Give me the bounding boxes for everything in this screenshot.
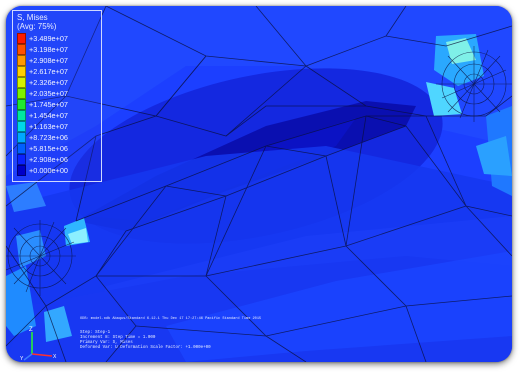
legend-value: +2.617e+07 <box>29 66 68 76</box>
legend-entry: +2.326e+07 <box>17 76 68 88</box>
legend-swatch <box>17 76 26 88</box>
legend-entry: +1.745e+07 <box>17 98 68 110</box>
legend-swatch <box>17 131 26 143</box>
legend-swatch <box>17 120 26 132</box>
legend-value: +3.489e+07 <box>29 33 68 43</box>
legend-entry: +3.489e+07 <box>17 32 68 44</box>
axis-triad-icon: Z X Y <box>20 327 57 362</box>
legend-swatch <box>17 54 26 66</box>
triad-z-label: Z <box>29 327 33 333</box>
legend-swatch <box>17 32 26 44</box>
legend-swatch <box>17 65 26 77</box>
deformed-var-line: Deformed Var: U Deformation Scale Factor… <box>80 346 211 350</box>
legend-value: +2.908e+07 <box>29 55 68 65</box>
legend-value: +5.815e+06 <box>29 143 68 153</box>
mesh-contour-plot <box>6 6 512 362</box>
legend-swatch <box>17 153 26 165</box>
legend-value: +0.000e+00 <box>29 165 68 175</box>
legend-entry: +2.908e+06 <box>17 153 68 165</box>
legend-swatch <box>17 109 26 121</box>
legend-swatch <box>17 87 26 99</box>
legend-title: S, Mises <box>17 13 48 22</box>
legend-entry: +2.035e+07 <box>17 87 68 99</box>
figure-frame: S, Mises (Avg: 75%) +3.489e+07 +3.198e+0… <box>6 6 512 362</box>
legend-value: +2.326e+07 <box>29 77 68 87</box>
legend-swatch <box>17 142 26 154</box>
legend-entry: +5.815e+06 <box>17 142 68 154</box>
legend-value: +1.163e+07 <box>29 121 68 131</box>
legend-swatch <box>17 43 26 55</box>
contour-legend: S, Mises (Avg: 75%) +3.489e+07 +3.198e+0… <box>12 10 102 182</box>
legend-value: +8.723e+06 <box>29 132 68 142</box>
legend-swatch <box>17 164 26 176</box>
legend-entry: +1.163e+07 <box>17 120 68 132</box>
legend-subtitle: (Avg: 75%) <box>17 22 57 31</box>
legend-swatch <box>17 98 26 110</box>
legend-value: +2.908e+06 <box>29 154 68 164</box>
triad-x-label: X <box>53 354 57 360</box>
triad-y-label: Y <box>20 356 24 362</box>
increment-info-line: Increment 8: Step Time = 1.000 <box>80 336 156 340</box>
step-info-line: Step: Step-1 <box>80 331 111 335</box>
legend-entry: +2.617e+07 <box>17 65 68 77</box>
legend-value: +2.035e+07 <box>29 88 68 98</box>
legend-entry: +8.723e+06 <box>17 131 68 143</box>
primary-var-line: Primary Var: S, Mises <box>80 341 133 345</box>
legend-entry: +2.908e+07 <box>17 54 68 66</box>
legend-value: +1.745e+07 <box>29 99 68 109</box>
legend-entry: +3.198e+07 <box>17 43 68 55</box>
model-viewport[interactable]: S, Mises (Avg: 75%) +3.489e+07 +3.198e+0… <box>6 6 512 362</box>
legend-value: +1.454e+07 <box>29 110 68 120</box>
odb-info-line: ODB: model.odb Abaqus/Standard 6.12-1 Th… <box>80 317 262 321</box>
legend-value: +3.198e+07 <box>29 44 68 54</box>
legend-entry: +1.454e+07 <box>17 109 68 121</box>
legend-entry: +0.000e+00 <box>17 164 68 176</box>
